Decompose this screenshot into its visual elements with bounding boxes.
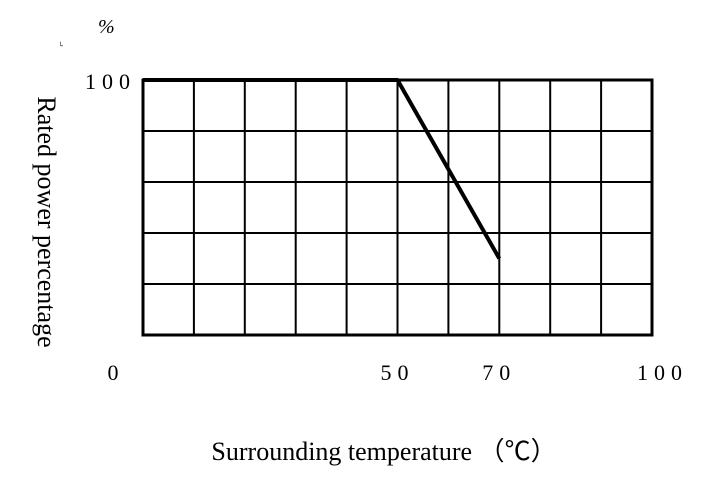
tick-labels: 0 50 70 100 100 [85,69,688,385]
x-tick-label-1: 50 [381,360,415,385]
y-axis-label: Rated power percentage [32,96,61,347]
y-tick-label-0: 100 [85,69,136,94]
x-tick-label-2: 70 [482,360,516,385]
x-tick-label-3: 100 [637,360,688,385]
x-tick-label-0: 0 [108,360,125,385]
grid [142,79,653,336]
corner-mark: ˪ [60,38,63,49]
x-axis-label: Surrounding temperature （℃） [211,437,556,466]
y-unit-label: % [98,16,115,38]
series-line-rated-power [143,78,502,260]
